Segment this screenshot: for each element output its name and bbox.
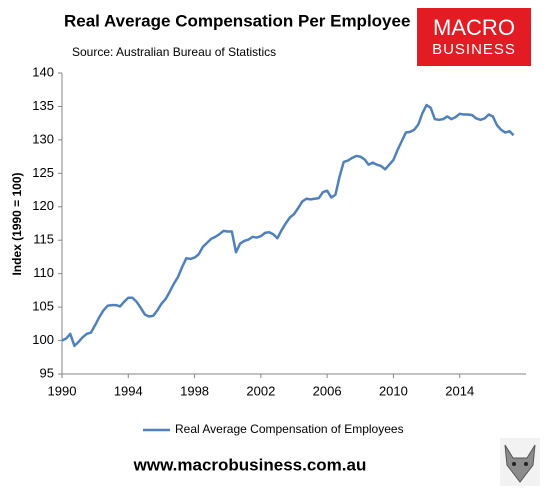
- y-tick-label: 130: [32, 131, 54, 146]
- logo-box: [417, 8, 531, 66]
- y-tick-label: 115: [33, 232, 54, 247]
- y-tick-label: 95: [40, 365, 54, 380]
- footer-url: www.macrobusiness.com.au: [133, 455, 367, 474]
- x-tick-label: 1998: [180, 383, 209, 398]
- x-tick-label: 1994: [114, 383, 143, 398]
- logo-text: MACRO: [433, 15, 515, 40]
- y-tick-label: 125: [32, 165, 54, 180]
- chart-title: Real Average Compensation Per Employee: [64, 11, 410, 30]
- x-tick-label: 2014: [445, 383, 474, 398]
- x-tick-label: 2010: [379, 383, 408, 398]
- x-tick-label: 2002: [246, 383, 275, 398]
- chart-subtitle: Source: Australian Bureau of Statistics: [72, 45, 276, 59]
- y-tick-label: 100: [32, 332, 54, 347]
- logo-text: BUSINESS: [432, 41, 516, 58]
- wolf-icon: [500, 438, 540, 486]
- x-tick-label: 2006: [313, 383, 342, 398]
- y-tick-label: 135: [32, 98, 54, 113]
- y-tick-label: 140: [32, 64, 54, 79]
- line-series: [61, 103, 515, 348]
- y-tick-label: 110: [33, 265, 54, 280]
- legend-label: Real Average Compensation of Employees: [175, 422, 404, 436]
- x-tick-label: 1990: [48, 383, 77, 398]
- y-tick-label: 105: [32, 299, 54, 314]
- y-tick-label: 120: [32, 198, 54, 213]
- y-axis-label: Index (1990 = 100): [10, 172, 24, 275]
